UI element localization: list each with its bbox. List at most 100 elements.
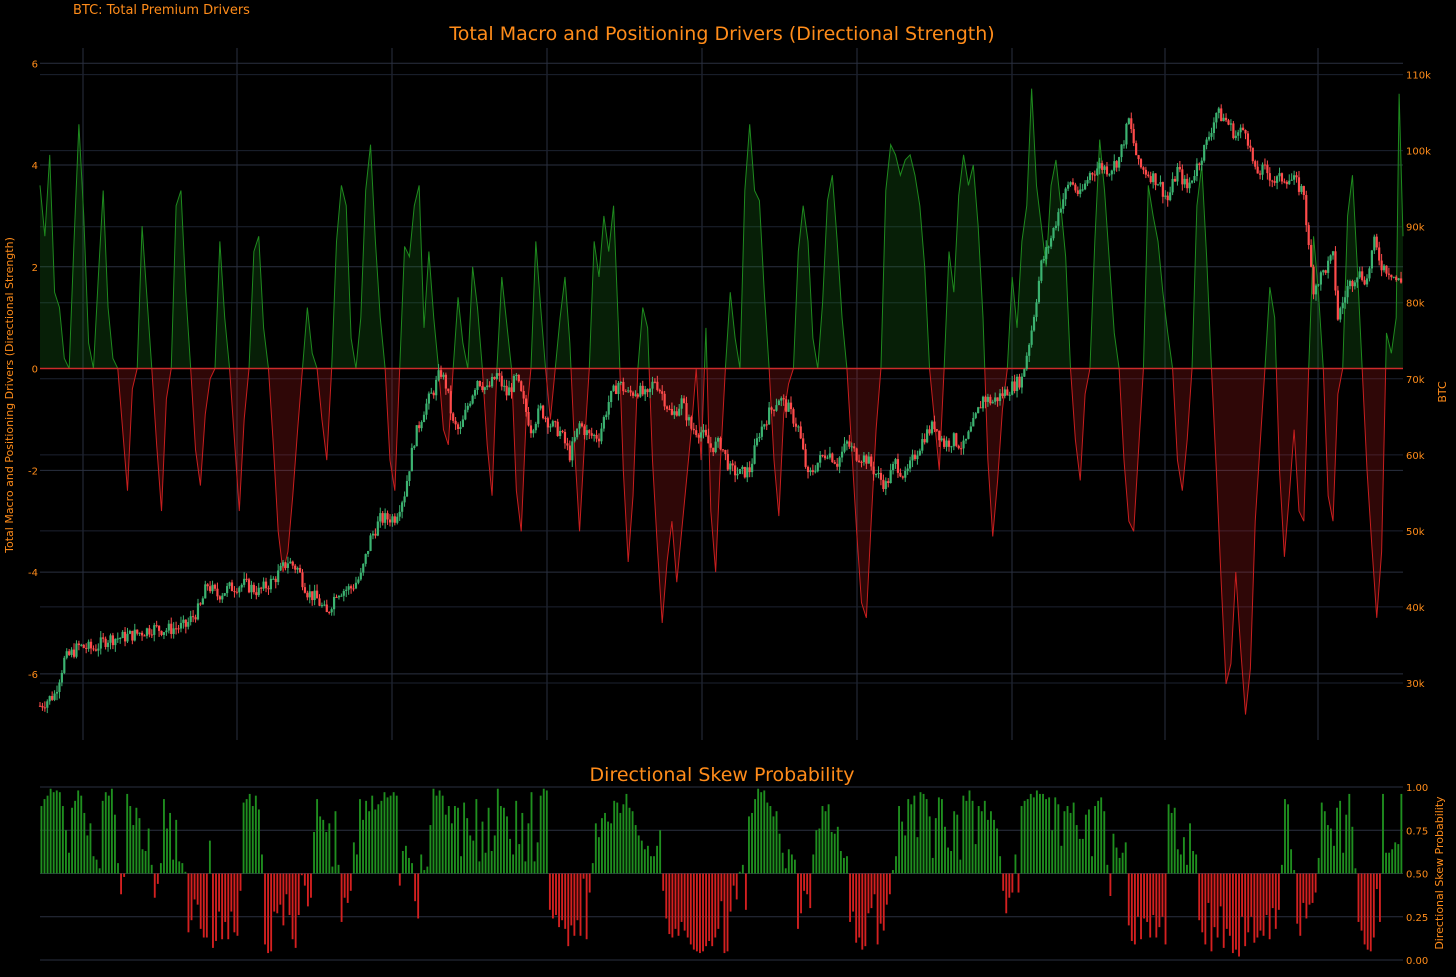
skew-bar-positive [842, 857, 845, 874]
skew-bar-positive [331, 866, 334, 874]
skew-bar-positive [980, 811, 983, 874]
candle-body [1198, 163, 1201, 165]
candle-body [347, 586, 350, 590]
candle-body [1351, 281, 1354, 287]
candle-body [111, 635, 115, 646]
skew-bar-positive [1348, 793, 1351, 874]
candle-body [989, 396, 992, 404]
candle-body [731, 463, 734, 466]
skew-bar-negative [1152, 873, 1155, 916]
candle-body [70, 649, 73, 655]
candle-body [294, 565, 297, 570]
candle-body [568, 445, 571, 461]
candle-body [1186, 178, 1189, 189]
y-left-tick-label: 6 [32, 59, 38, 70]
candle-body [602, 417, 605, 429]
candle-body [1256, 166, 1259, 174]
candle-body [1387, 273, 1391, 275]
candle-body [721, 449, 725, 451]
skew-bar-positive [1072, 802, 1075, 874]
candle-body [658, 389, 661, 392]
candle-body [845, 441, 849, 444]
skew-tick-label: 0.75 [1406, 826, 1428, 837]
candle-body [187, 622, 190, 627]
skew-bar-positive [751, 812, 753, 874]
skew-bar-negative [215, 873, 217, 941]
candle-body [1290, 179, 1293, 181]
skew-bar-positive [1124, 842, 1127, 874]
candle-body [571, 441, 574, 461]
skew-bar-negative [1268, 873, 1271, 940]
candle-body [743, 466, 746, 478]
candle-body [218, 596, 221, 600]
candle-body [1380, 260, 1383, 271]
candle-body [1064, 188, 1067, 200]
candle-body [136, 629, 139, 634]
candle-body [1266, 164, 1269, 174]
skew-bar-positive [1060, 845, 1063, 874]
skew-bar-positive [141, 849, 144, 874]
skew-bar-negative [218, 873, 221, 912]
skew-bar-negative [303, 873, 306, 886]
skew-bar-negative [1161, 873, 1164, 917]
skew-bar-positive [986, 819, 989, 874]
skew-bar-positive [594, 823, 597, 874]
skew-bar-positive [1351, 826, 1354, 874]
skew-bar-positive [533, 861, 536, 874]
skew-bar-negative [870, 873, 873, 909]
candle-body [617, 383, 620, 394]
skew-bar-positive [490, 851, 493, 874]
candle-body [1271, 180, 1274, 182]
candle-body [495, 373, 499, 380]
skew-bar-negative [665, 873, 668, 919]
candle-body [554, 421, 557, 423]
candle-body [106, 642, 110, 648]
skew-bar-positive [420, 854, 423, 874]
candle-body [1220, 108, 1223, 122]
candle-body [109, 635, 112, 643]
skew-bar-positive [1323, 811, 1326, 874]
skew-bar-positive [117, 863, 119, 874]
candle-body [639, 385, 642, 397]
skew-bar-positive [242, 802, 245, 874]
candle-body [1210, 133, 1213, 137]
candle-body [1227, 120, 1230, 125]
skew-bar-positive [545, 790, 548, 874]
skew-bar-positive [784, 868, 787, 874]
candle-body [1069, 182, 1072, 185]
candle-body [452, 413, 455, 421]
skew-bar-positive [359, 799, 361, 874]
candle-body [157, 625, 161, 631]
skew-bar-positive [487, 807, 490, 874]
candle-body [48, 696, 51, 702]
candle-body [72, 649, 76, 657]
skew-bar-positive [386, 797, 389, 874]
candle-body [318, 598, 321, 606]
candle-body [199, 603, 202, 605]
y-left-tick-label: -6 [28, 670, 38, 681]
candle-body [65, 651, 68, 658]
skew-bar-positive [512, 854, 515, 874]
skew-bar-positive [58, 792, 61, 874]
skew-tick-label: 0.25 [1406, 913, 1428, 924]
skew-bar-positive [910, 804, 913, 874]
candle-body [1341, 302, 1344, 309]
skew-bar-positive [1051, 830, 1054, 874]
skew-bar-negative [224, 873, 227, 922]
skew-bar-negative [885, 873, 888, 905]
candle-body [247, 579, 251, 593]
skew-bar-positive [775, 811, 778, 874]
candle-body [1251, 147, 1254, 162]
candle-body [226, 586, 229, 594]
skew-bar-positive [438, 790, 441, 874]
candle-body [1312, 266, 1315, 295]
skew-bar-positive [1115, 847, 1118, 874]
candle-body [1237, 132, 1240, 136]
candle-body [1144, 169, 1147, 175]
skew-bar-positive [646, 845, 649, 874]
candle-body [1096, 168, 1099, 175]
skew-bar-negative [276, 873, 279, 914]
candle-body [1285, 181, 1288, 185]
candle-body [313, 590, 316, 601]
skew-bar-positive [389, 795, 392, 874]
